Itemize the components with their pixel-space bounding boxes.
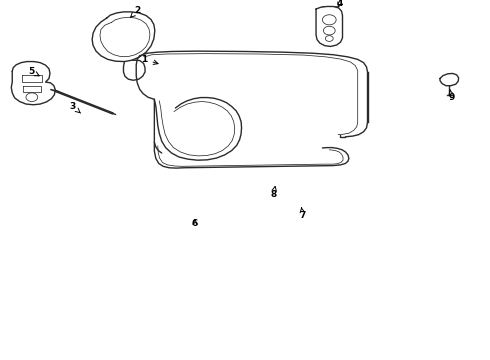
Text: 7: 7 bbox=[299, 208, 306, 220]
Text: 4: 4 bbox=[336, 0, 343, 8]
Text: 8: 8 bbox=[270, 186, 276, 199]
Text: 3: 3 bbox=[70, 102, 80, 113]
Text: 1: 1 bbox=[142, 55, 158, 64]
Text: 2: 2 bbox=[131, 6, 140, 17]
Text: 5: 5 bbox=[29, 68, 39, 77]
Text: 9: 9 bbox=[448, 90, 455, 102]
Text: 6: 6 bbox=[192, 219, 198, 228]
